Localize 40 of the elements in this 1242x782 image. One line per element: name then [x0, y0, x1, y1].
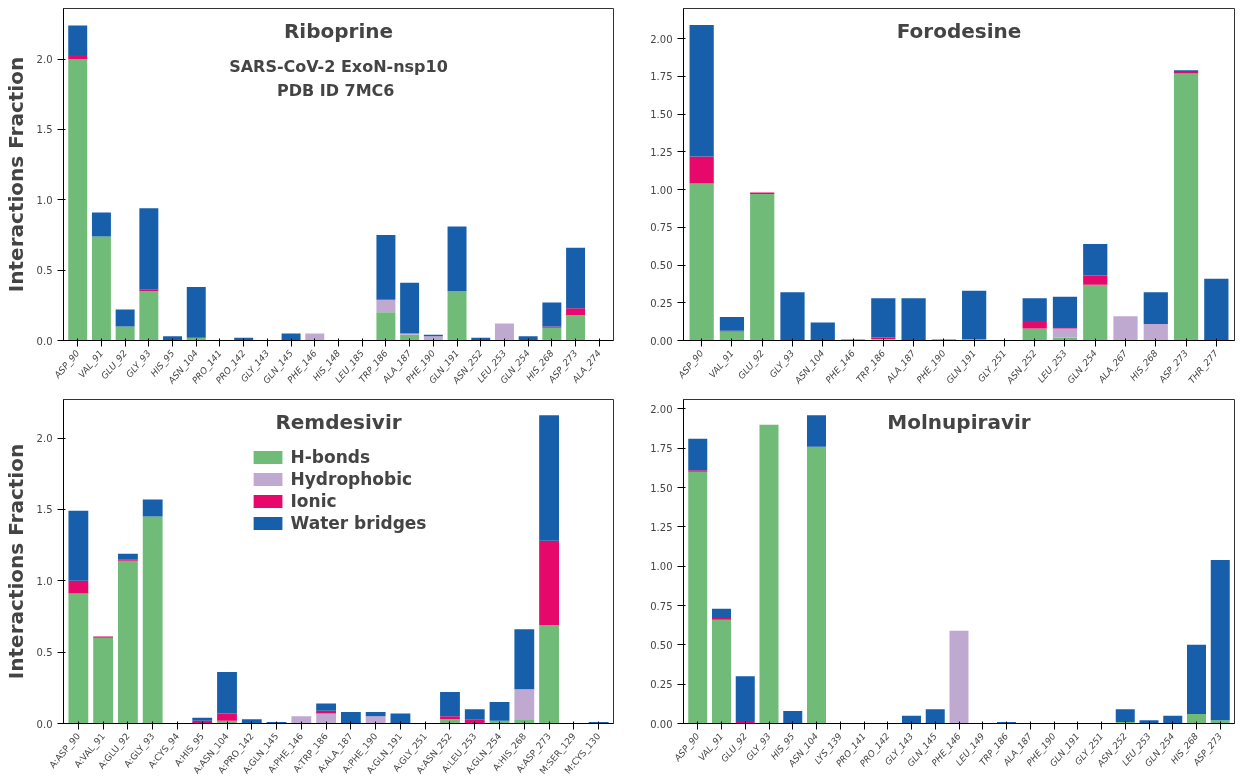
- legend-label: Water bridges: [290, 513, 427, 533]
- y-tick-label: 0.00: [650, 335, 673, 347]
- y-tick-label: 0.50: [650, 260, 673, 272]
- y-tick-label: 1.25: [650, 146, 673, 158]
- y-tick-label: 1.00: [650, 184, 673, 196]
- y-tick-label: 0.5: [36, 265, 53, 277]
- legend-label: Ionic: [290, 491, 337, 511]
- y-tick-label: 1.50: [650, 109, 673, 121]
- legend-label: Hydrophobic: [290, 469, 413, 489]
- y-tick-label: 2.00: [650, 403, 673, 415]
- annotation: PDB ID 7MC6: [276, 80, 395, 100]
- y-tick-label: 1.0: [36, 194, 53, 206]
- y-tick-label: 1.75: [650, 443, 673, 455]
- y-tick-label: 2.0: [36, 54, 53, 66]
- y-tick-label: 0.0: [36, 718, 53, 730]
- y-axis-title: Interactions Fraction: [3, 56, 28, 293]
- text: Forodesine: [896, 18, 1022, 43]
- legend-label: H-bonds: [290, 447, 371, 467]
- y-tick-label: 1.50: [650, 482, 673, 494]
- y-tick-label: 0.25: [650, 297, 673, 309]
- y-tick-label: 2.0: [36, 433, 53, 445]
- y-tick-label: 0.25: [650, 679, 673, 691]
- y-tick-label: 0.0: [36, 335, 53, 347]
- y-tick-label: 0.5: [36, 647, 53, 659]
- y-tick-label: 0.00: [650, 718, 673, 730]
- text: Remdesivir: [275, 409, 402, 434]
- y-axis-title: Interactions Fraction: [3, 443, 28, 680]
- y-tick-label: 1.00: [650, 561, 673, 573]
- y-tick-label: 1.75: [650, 71, 673, 83]
- y-tick-label: 0.50: [650, 639, 673, 651]
- annotation: SARS-CoV-2 ExoN-nsp10: [229, 56, 448, 76]
- y-tick-label: 0.75: [650, 222, 673, 234]
- y-tick-label: 1.25: [650, 521, 673, 533]
- y-tick-label: 2.00: [650, 33, 673, 45]
- y-tick-label: 1.5: [36, 124, 53, 136]
- y-tick-label: 1.0: [36, 575, 53, 587]
- text: Riboprine: [283, 18, 394, 43]
- y-tick-label: 1.5: [36, 504, 53, 516]
- y-tick-label: 0.75: [650, 600, 673, 612]
- text: Molnupiravir: [887, 409, 1031, 434]
